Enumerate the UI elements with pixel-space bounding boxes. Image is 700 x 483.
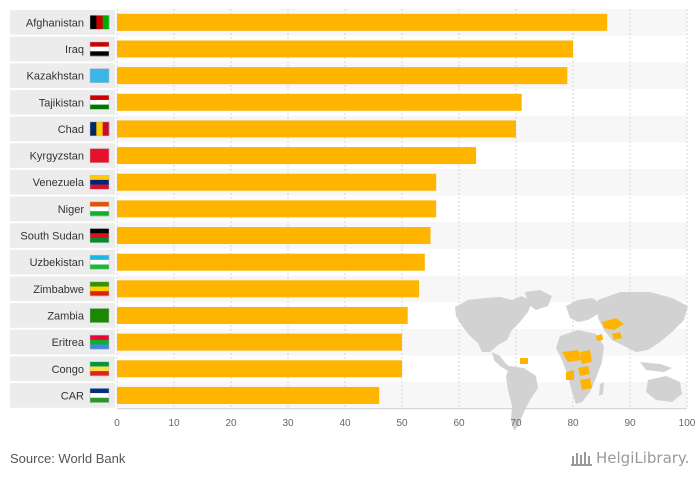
- brand-name: HelgiLibrary.: [596, 449, 690, 467]
- flag-icon: [89, 148, 110, 163]
- x-tick-label: 20: [225, 418, 237, 429]
- helgi-library-logo[interactable]: HelgiLibrary.: [571, 449, 689, 467]
- bar[interactable]: [117, 306, 408, 324]
- category-label: Iraq: [65, 44, 84, 56]
- category-label: Congo: [52, 364, 84, 376]
- bar[interactable]: [117, 227, 431, 245]
- flag-icon: [89, 121, 110, 137]
- flag-icon: [89, 361, 110, 377]
- x-tick-label: 0: [114, 418, 120, 429]
- source-caption: Source: World Bank: [10, 451, 126, 466]
- bar[interactable]: [117, 200, 437, 218]
- library-building-icon: [571, 452, 592, 466]
- bar[interactable]: [117, 333, 402, 351]
- x-tick-label: 70: [510, 418, 522, 429]
- flag-icon: [89, 95, 110, 110]
- flag-icon: [89, 281, 110, 297]
- flag-icon: [89, 254, 110, 270]
- x-tick-label: 10: [168, 418, 180, 429]
- flag-icon: [89, 334, 110, 350]
- flag-icon: [89, 228, 110, 243]
- bar[interactable]: [117, 386, 380, 404]
- bar[interactable]: [117, 173, 437, 191]
- category-label: Afghanistan: [26, 17, 84, 29]
- x-tick-label: 30: [282, 418, 294, 429]
- flag-icon: [89, 68, 110, 83]
- flag-icon: [89, 201, 110, 217]
- bar[interactable]: [117, 280, 420, 298]
- world-map-icon: [455, 290, 688, 431]
- bar[interactable]: [117, 360, 402, 378]
- category-label: Kyrgyzstan: [30, 151, 84, 163]
- x-tick-label: 90: [624, 418, 636, 429]
- bar[interactable]: [117, 253, 425, 271]
- category-label: Kazakhstan: [27, 71, 84, 83]
- bar[interactable]: [117, 67, 568, 85]
- x-tick-label: 60: [453, 418, 465, 429]
- x-tick-label: 50: [396, 418, 408, 429]
- category-label: Eritrea: [52, 337, 85, 349]
- category-label: Uzbekistan: [30, 257, 84, 269]
- category-label: CAR: [61, 390, 84, 402]
- flag-icon: [89, 174, 110, 190]
- flag-icon: [89, 41, 110, 57]
- flag-icon: [89, 15, 110, 30]
- category-label: Venezuela: [33, 177, 85, 189]
- bar[interactable]: [117, 40, 573, 58]
- category-label: Niger: [58, 204, 85, 216]
- category-label: Tajikistan: [39, 97, 84, 109]
- bar[interactable]: [117, 13, 608, 31]
- bar[interactable]: [117, 147, 477, 165]
- category-label: Zimbabwe: [33, 284, 84, 296]
- bar[interactable]: [117, 93, 522, 111]
- category-label: Chad: [58, 124, 84, 136]
- category-label: Zambia: [47, 310, 85, 322]
- bar[interactable]: [117, 120, 516, 138]
- flag-icon: [89, 388, 110, 403]
- x-tick-label: 100: [679, 418, 696, 429]
- x-tick-label: 40: [339, 418, 351, 429]
- x-tick-label: 80: [567, 418, 579, 429]
- category-label: South Sudan: [20, 231, 84, 243]
- flag-icon: [89, 308, 110, 323]
